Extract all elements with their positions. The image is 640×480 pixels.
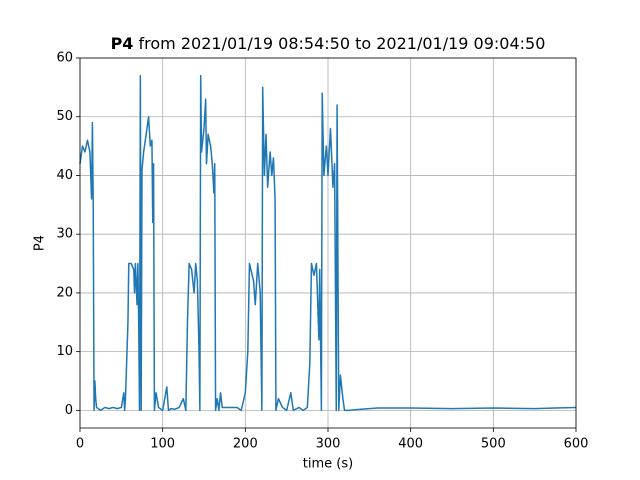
x-tick-label: 500 (481, 437, 506, 452)
y-tick-label: 0 (65, 403, 73, 418)
y-tick-label: 30 (56, 227, 73, 242)
y-tick-label: 60 (56, 51, 73, 66)
y-tick-label: 20 (56, 285, 73, 300)
x-tick-label: 400 (398, 437, 423, 452)
x-tick-label: 0 (76, 437, 84, 452)
y-tick-label: 50 (56, 109, 73, 124)
x-tick-label: 100 (150, 437, 175, 452)
data-line (79, 74, 577, 412)
title-bold: P4 (111, 34, 134, 53)
y-tick-label: 10 (56, 344, 73, 359)
x-axis-label: time (s) (303, 457, 353, 472)
y-tick-label: 40 (56, 168, 73, 183)
chart-title: P4 from 2021/01/19 08:54:50 to 2021/01/1… (111, 34, 546, 53)
title-rest: from 2021/01/19 08:54:50 to 2021/01/19 0… (139, 34, 546, 53)
y-axis-label: P4 (33, 235, 48, 251)
x-tick-label: 200 (233, 437, 258, 452)
plot-frame (79, 57, 577, 429)
x-tick-label: 600 (564, 437, 589, 452)
x-tick-label: 300 (316, 437, 341, 452)
